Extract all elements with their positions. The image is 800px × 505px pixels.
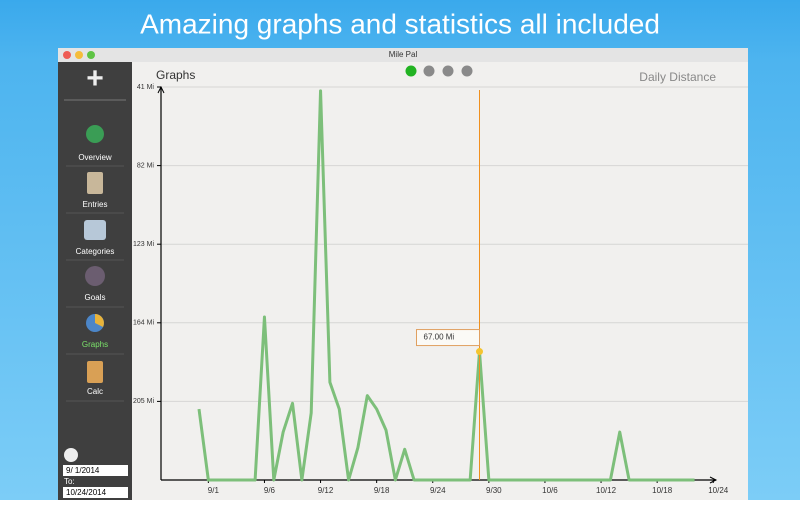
y-tick-label: 123 Mi	[133, 241, 154, 248]
overview-label[interactable]: Overview	[78, 153, 112, 162]
entries-label[interactable]: Entries	[83, 200, 108, 209]
overview-icon[interactable]	[86, 125, 104, 143]
x-tick-label: 10/12	[596, 486, 617, 495]
page-dot[interactable]	[461, 65, 473, 77]
y-tick-label: 205 Mi	[133, 398, 154, 405]
x-tick-label: 9/18	[374, 486, 390, 495]
page-dot[interactable]	[442, 65, 454, 77]
categories-icon[interactable]	[84, 220, 106, 240]
from-field[interactable]	[63, 465, 128, 476]
x-tick-label: 10/24	[708, 486, 729, 495]
entries-icon[interactable]	[87, 172, 103, 194]
x-axis-arrow	[709, 476, 718, 484]
chart-title: Graphs	[156, 68, 195, 82]
x-tick-label: 9/24	[430, 486, 446, 495]
zoom-button[interactable]	[87, 51, 95, 59]
window-title: Mile Pal	[389, 50, 418, 59]
sidebar-items: Overview Entries Categories Goals Graphs…	[66, 125, 124, 402]
y-tick-label: 164 Mi	[133, 320, 154, 327]
calc-icon[interactable]	[87, 361, 103, 383]
plot: 41 Mi 82 Mi 123 Mi 164 Mi 205 Mi 9/1 9/6 9/12 9/…	[133, 84, 748, 495]
graphs-label[interactable]: Graphs	[82, 340, 108, 349]
x-tick-label: 9/1	[208, 486, 220, 495]
y-tick-label: 41 Mi	[137, 84, 155, 91]
graphs-icon-slice	[95, 314, 104, 327]
minimize-button[interactable]	[75, 51, 83, 59]
calc-label[interactable]: Calc	[87, 387, 103, 396]
page-dot[interactable]	[405, 65, 417, 77]
x-tick-label: 9/6	[264, 486, 276, 495]
goals-icon[interactable]	[85, 266, 105, 286]
add-button[interactable]: +	[86, 62, 104, 95]
title-bar	[58, 48, 748, 62]
close-button[interactable]	[63, 51, 71, 59]
to-label: To:	[64, 477, 75, 486]
point	[476, 348, 483, 356]
categories-label[interactable]: Categories	[76, 247, 115, 256]
to-date: 10/24/2014	[66, 488, 107, 497]
to-field[interactable]	[63, 487, 128, 498]
line	[197, 89, 695, 482]
tooltip	[416, 329, 480, 347]
page-dot[interactable]	[423, 65, 435, 77]
x-tick-label: 10/6	[542, 486, 558, 495]
y-axis-arrow	[157, 85, 165, 94]
x-tick-label: 10/18	[652, 486, 673, 495]
headline: Amazing graphs and statistics all includ…	[140, 8, 660, 39]
window	[58, 48, 748, 500]
chart-subtitle: Daily Distance	[639, 70, 716, 84]
y-tick-label: 82 Mi	[137, 162, 155, 169]
value-label: 67.00 Mi	[424, 333, 455, 342]
x-tick-label: 9/30	[486, 486, 502, 495]
goals-label[interactable]: Goals	[85, 293, 106, 302]
from-date: 9/ 1/2014	[66, 466, 100, 475]
x-tick-label: 9/12	[318, 486, 334, 495]
range-toggle[interactable]	[64, 448, 78, 462]
